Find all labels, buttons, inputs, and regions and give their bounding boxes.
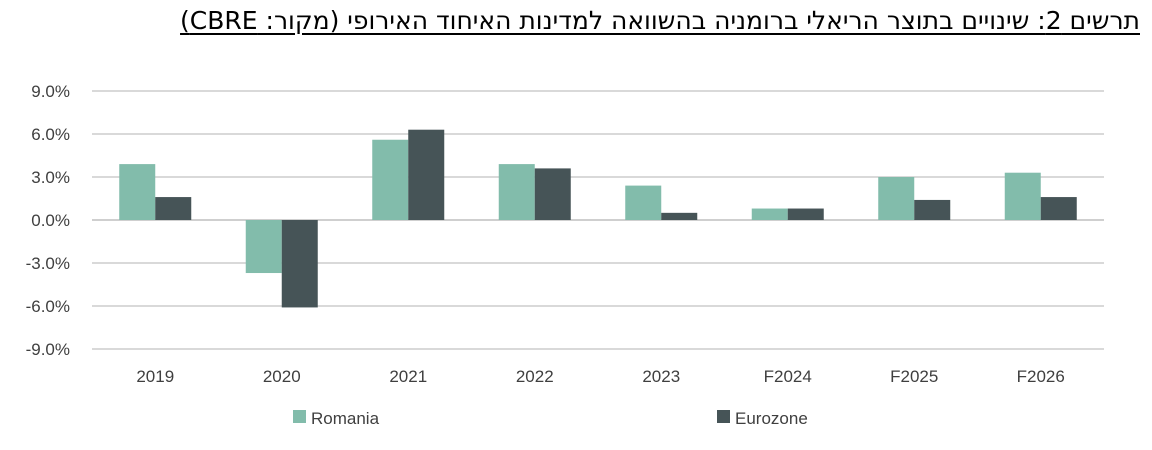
y-tick-label: 9.0% xyxy=(31,82,70,101)
grid-lines xyxy=(92,90,1104,350)
bar-romania-2019 xyxy=(119,164,156,220)
y-tick-label: -6.0% xyxy=(26,297,70,316)
legend-swatch-eurozone xyxy=(717,410,730,423)
x-category-label: 2022 xyxy=(516,367,554,386)
x-category-label: F2024 xyxy=(764,367,812,386)
legend-label-eurozone: Eurozone xyxy=(735,409,808,428)
bar-eurozone-2022 xyxy=(534,168,571,220)
bar-romania-f2024 xyxy=(751,208,788,220)
bar-romania-f2026 xyxy=(1004,172,1041,220)
y-tick-label: 0.0% xyxy=(31,211,70,230)
x-category-label: 2021 xyxy=(389,367,427,386)
bar-romania-2023 xyxy=(625,185,662,220)
y-tick-label: 6.0% xyxy=(31,125,70,144)
legend: Romania Eurozone xyxy=(293,409,808,428)
bars xyxy=(119,129,1077,308)
y-tick-label: 3.0% xyxy=(31,168,70,187)
bar-eurozone-2023 xyxy=(661,212,698,220)
bar-romania-2022 xyxy=(498,164,535,220)
bar-romania-f2025 xyxy=(878,177,915,220)
bar-romania-2020 xyxy=(245,220,282,274)
y-tick-label: -9.0% xyxy=(26,340,70,359)
x-category-label: 2019 xyxy=(136,367,174,386)
bar-eurozone-2021 xyxy=(408,129,445,220)
x-axis-categories: 2019 2020 2021 2022 2023 F2024 F2025 F2026 xyxy=(136,367,1065,386)
x-category-label: F2026 xyxy=(1017,367,1065,386)
x-category-label: 2023 xyxy=(642,367,680,386)
legend-label-romania: Romania xyxy=(311,409,380,428)
x-category-label: F2025 xyxy=(890,367,938,386)
bar-eurozone-f2024 xyxy=(787,208,824,220)
bar-romania-2021 xyxy=(372,139,409,220)
x-category-label: 2020 xyxy=(263,367,301,386)
bar-eurozone-f2025 xyxy=(914,199,951,220)
y-tick-label: -3.0% xyxy=(26,254,70,273)
bar-eurozone-2019 xyxy=(155,197,192,220)
chart-title: תרשים 2: שינויים בתוצר הריאלי ברומניה בה… xyxy=(180,6,1140,35)
y-axis-ticks: 9.0% 6.0% 3.0% 0.0% -3.0% -6.0% -9.0% xyxy=(26,82,70,359)
bar-eurozone-2020 xyxy=(281,220,318,308)
bar-eurozone-f2026 xyxy=(1040,197,1077,220)
legend-swatch-romania xyxy=(293,410,306,423)
